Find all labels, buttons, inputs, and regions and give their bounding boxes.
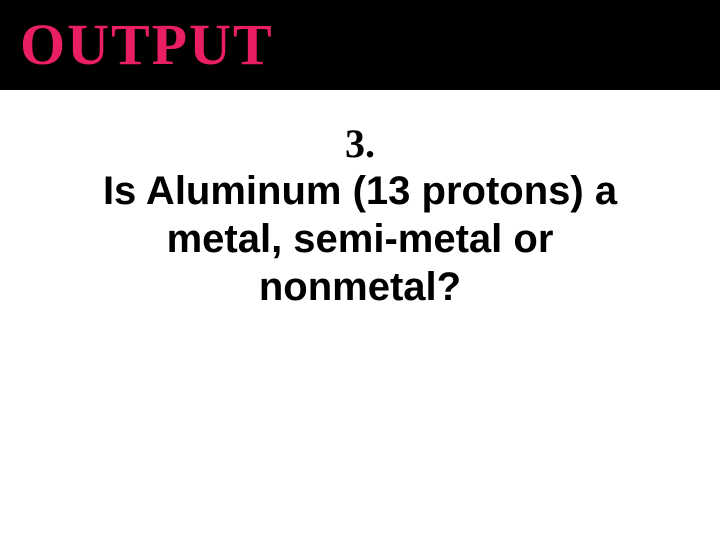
question-line-2: metal, semi-metal or <box>60 215 660 263</box>
question-line-3: nonmetal? <box>60 263 660 311</box>
content-area: 3. Is Aluminum (13 protons) a metal, sem… <box>0 90 720 341</box>
header-banner: OUTPUT <box>0 0 720 90</box>
header-title: OUTPUT <box>20 11 274 78</box>
question-line-1: Is Aluminum (13 protons) a <box>60 167 660 215</box>
question-number: 3. <box>60 120 660 167</box>
